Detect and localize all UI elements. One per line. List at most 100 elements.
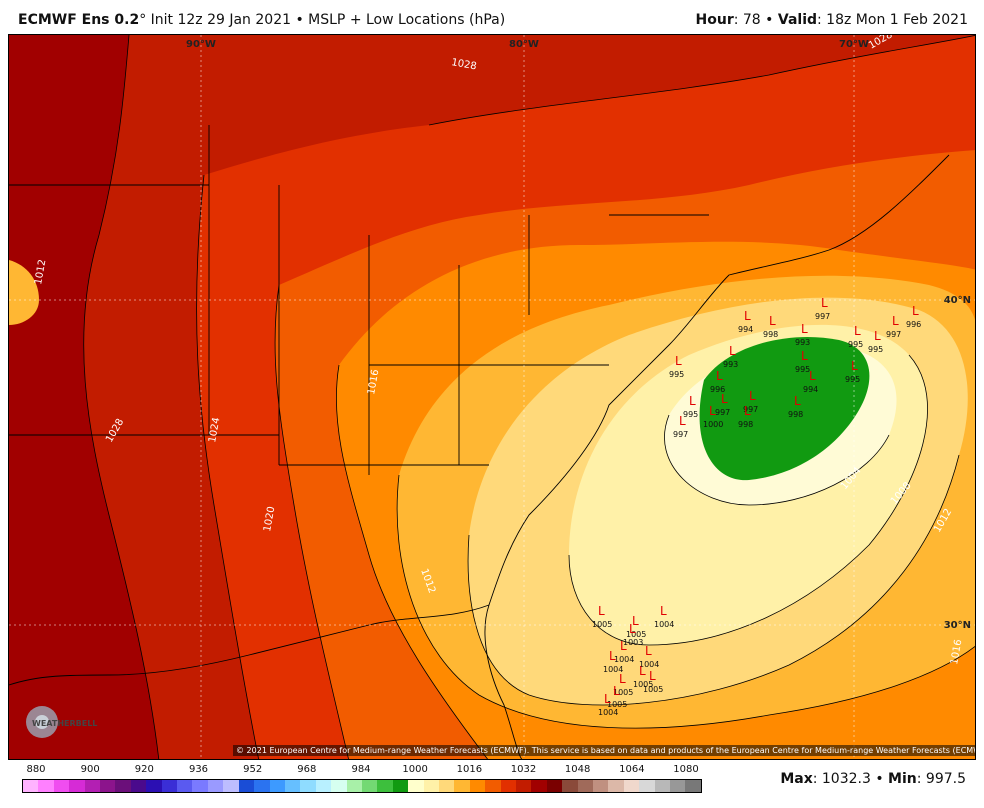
scale-swatch [223, 780, 239, 792]
header-title: ECMWF Ens 0.2° Init 12z 29 Jan 2021 • MS… [18, 12, 505, 28]
scale-swatch [161, 780, 178, 792]
low-location-north: L 998 [738, 404, 753, 429]
low-marker: L [609, 649, 616, 663]
low-location-south: L 1004 [603, 649, 623, 674]
low-marker: L [689, 394, 696, 408]
scale-swatch [346, 780, 362, 792]
low-location-north: L 1000 [703, 404, 723, 429]
scale-swatch [331, 780, 347, 792]
isobar-label: 1016 [366, 369, 381, 396]
isobar-label: 1028 [450, 57, 477, 72]
weatherbell-logo: WEATHERBELL [26, 706, 97, 738]
low-marker: L [744, 404, 751, 418]
low-location-north: L 993 [723, 344, 738, 369]
low-marker: L [874, 329, 881, 343]
scale-tick-label: 952 [243, 764, 263, 775]
low-pressure-value: 1004 [639, 660, 659, 669]
scale-swatch [639, 780, 655, 792]
scale-swatch [423, 780, 439, 792]
low-marker: L [821, 296, 828, 310]
low-location-north: L 993 [795, 322, 810, 347]
header-valid: Hour: 78 • Valid: 18z Mon 1 Feb 2021 [696, 12, 968, 28]
low-marker: L [854, 324, 861, 338]
ecmwf-credit: © 2021 European Centre for Medium-range … [233, 745, 975, 756]
degree-symbol: ° [139, 12, 147, 28]
low-pressure-value: 998 [763, 330, 778, 339]
low-location-north: L 997 [886, 314, 901, 339]
low-marker: L [851, 359, 858, 373]
low-pressure-value: 996 [710, 385, 725, 394]
low-pressure-value: 993 [795, 338, 810, 347]
scale-bar [22, 779, 702, 793]
low-pressure-value: 996 [906, 320, 921, 329]
low-location-north: L 997 [673, 414, 688, 439]
low-marker: L [629, 622, 636, 636]
low-marker: L [744, 309, 751, 323]
low-marker: L [598, 604, 605, 618]
scale-swatch [84, 780, 101, 792]
scale-tick-label: 1064 [619, 764, 645, 775]
scale-swatch [69, 780, 85, 792]
low-pressure-value: 995 [845, 375, 860, 384]
coastlines [9, 125, 950, 759]
scale-tick-label: 1016 [456, 764, 483, 775]
low-pressure-value: 1005 [613, 688, 633, 697]
low-marker: L [809, 369, 816, 383]
low-marker: L [619, 672, 626, 686]
low-pressure-value: 995 [848, 340, 863, 349]
scale-swatch [577, 780, 594, 792]
scale-swatch [500, 780, 516, 792]
low-marker: L [721, 392, 728, 406]
low-location-north: L 994 [803, 369, 818, 394]
scale-swatch [254, 780, 270, 792]
low-marker: L [679, 414, 686, 428]
low-pressure-value: 1004 [654, 620, 674, 629]
scale-swatch [177, 780, 193, 792]
low-pressure-value: 1005 [643, 685, 663, 694]
low-pressure-value: 1004 [614, 655, 634, 664]
low-location-south: L 1005 [592, 604, 612, 629]
low-marker: L [716, 369, 723, 383]
low-marker: L [794, 394, 801, 408]
low-location-south: L 1003 [623, 622, 643, 647]
low-marker: L [801, 322, 808, 336]
low-location-north: L 997 [743, 389, 758, 414]
scale-swatch [593, 780, 609, 792]
min-value: : 997.5 [916, 771, 966, 787]
scale-swatch [100, 780, 116, 792]
scale-swatch [361, 780, 378, 792]
scale-swatch [207, 780, 224, 792]
scale-swatch [192, 780, 208, 792]
scale-swatch [670, 780, 686, 792]
svg-text:WEATHERBELL: WEATHERBELL [32, 719, 97, 728]
longitude-label: 80°W [509, 39, 539, 50]
scale-swatch [300, 780, 316, 792]
low-marker: L [675, 354, 682, 368]
mslp-map: 90°W 80°W 70°W 40°N 30°N 1028 1028 1012 1028 1024… [8, 34, 976, 760]
max-value: : 1032.3 • [812, 771, 889, 787]
valid-label: Valid [777, 12, 818, 28]
low-marker: L [729, 344, 736, 358]
scale-tick-label: 1048 [564, 764, 591, 775]
isobar-lines [83, 35, 975, 759]
low-marker: L [604, 692, 611, 706]
scale-swatch [623, 780, 640, 792]
low-pressure-value: 1005 [607, 700, 627, 709]
low-pressure-value: 997 [815, 312, 830, 321]
low-pressure-value: 994 [738, 325, 753, 334]
scale-swatch [454, 780, 470, 792]
low-marker: L [769, 314, 776, 328]
latitude-label: 40°N [944, 295, 971, 306]
scale-labels: 880 900 920 936 952 968 984 1000 1016 1032 1048 106… [22, 764, 702, 778]
low-pressure-value: 1005 [592, 620, 612, 629]
low-marker: L [620, 639, 627, 653]
min-label: Min [888, 771, 917, 787]
low-location-north: L 995 [669, 354, 684, 379]
scale-tick-label: 920 [134, 764, 154, 775]
low-pressure-value: 997 [886, 330, 901, 339]
low-pressure-value: 997 [715, 408, 730, 417]
low-pressure-value: 1005 [626, 630, 646, 639]
low-pressure-value: 998 [738, 420, 753, 429]
